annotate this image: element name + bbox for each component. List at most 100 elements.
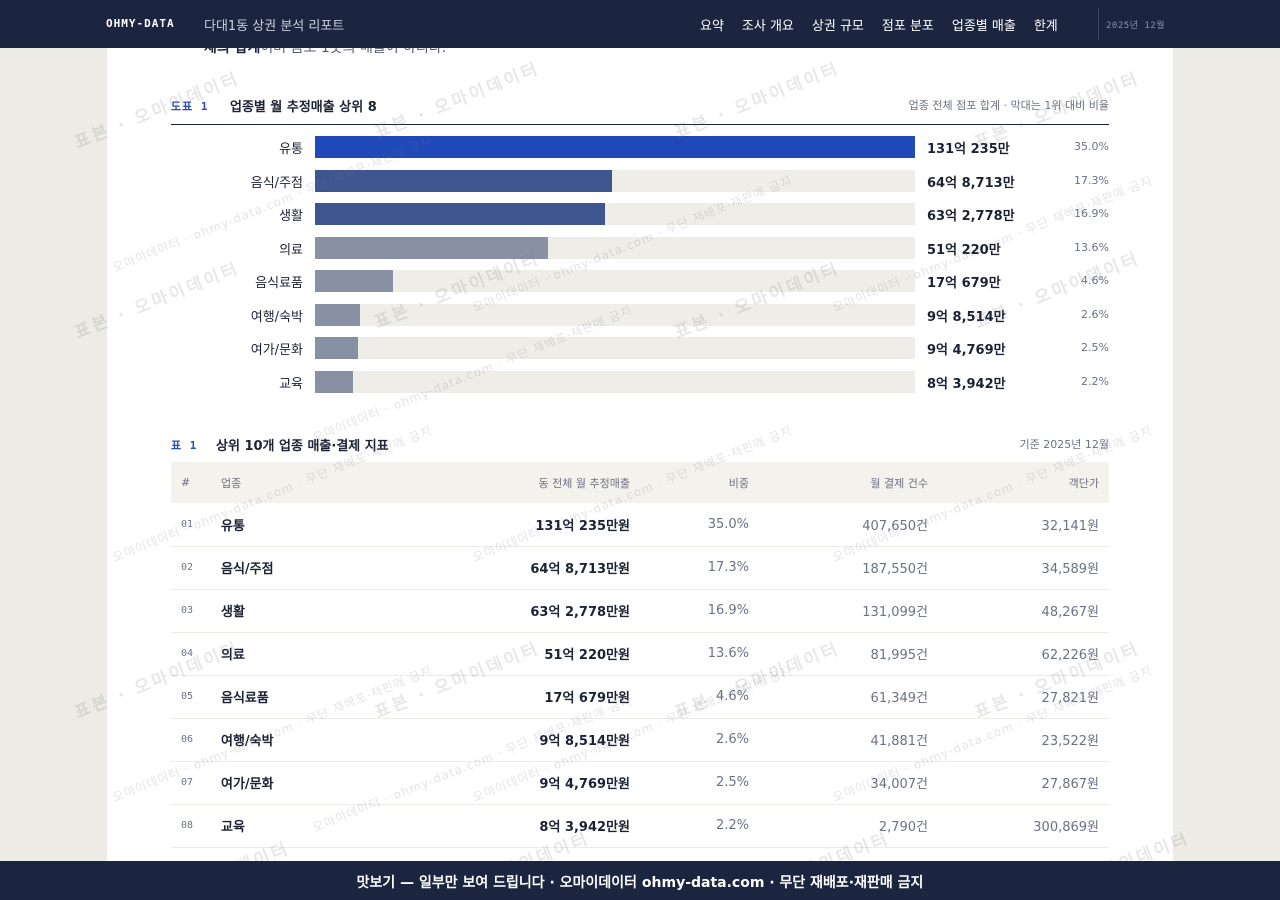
cell-rank: 04 — [171, 632, 211, 676]
bar-value-label: 51억 220만 — [927, 243, 1001, 258]
cell-share: 16.9% — [640, 589, 759, 633]
cell-count: 2,790건 — [759, 804, 938, 848]
table-row: 01 유통 131억 235만원 35.0% 407,650건 32,141원 — [171, 503, 1109, 547]
bar-category-label: 생활 — [279, 209, 303, 224]
bar — [315, 136, 915, 158]
cell-avg: 300,869원 — [938, 804, 1109, 848]
main-nav: 요약 조사 개요 상권 규모 점포 분포 업종별 매출 한계 — [700, 15, 1076, 34]
cell-rank: 05 — [171, 675, 211, 719]
nav-limitations[interactable]: 한계 — [1033, 19, 1058, 34]
cell-rank: 06 — [171, 718, 211, 762]
bar-category-label: 여행/숙박 — [250, 310, 303, 325]
report-page: 체의 합계이며 음모 1곳의 매출이 하리다. 도표 1 업종별 월 추정매출 … — [107, 48, 1173, 861]
bar-category-label: 의료 — [279, 243, 303, 258]
cell-share: 2.5% — [640, 761, 759, 805]
bar-row: 여행/숙박 9억 8,514만 2.6% — [171, 304, 1109, 326]
bar — [315, 237, 548, 259]
cell-share: 2.2% — [640, 804, 759, 848]
nav-store-distribution[interactable]: 점포 분포 — [881, 19, 934, 34]
bar-row: 음식료품 17억 679만 4.6% — [171, 270, 1109, 292]
cell-count: 34,007건 — [759, 761, 938, 805]
bar-value-label: 131억 235만 — [927, 142, 1010, 157]
cell-count: 131,099건 — [759, 589, 938, 633]
bar-category-label: 음식료품 — [255, 276, 303, 291]
col-sales: 동 전체 월 추정매출 — [361, 462, 640, 503]
bar-value-label: 9억 8,514만 — [927, 310, 1006, 325]
intro-bold: 체의 합계 — [204, 48, 261, 56]
bar — [315, 170, 612, 192]
bar-share-label: 2.5% — [1081, 341, 1109, 354]
nav-market-size[interactable]: 상권 규모 — [811, 19, 864, 34]
col-category: 업종 — [211, 462, 361, 503]
bar-share-label: 13.6% — [1074, 241, 1109, 254]
bar-track — [315, 304, 915, 326]
top-bar: OHMY-DATA 다대1동 상권 분석 리포트 요약 조사 개요 상권 규모 … — [0, 0, 1280, 48]
figure-title: 업종별 월 추정매출 상위 8 — [230, 100, 377, 115]
nav-overview[interactable]: 조사 개요 — [741, 19, 794, 34]
bar-share-label: 2.6% — [1081, 308, 1109, 321]
cell-avg: 48,267원 — [938, 589, 1109, 633]
cell-rank: 08 — [171, 804, 211, 848]
bar-share-label: 16.9% — [1074, 207, 1109, 220]
cell-avg: 34,589원 — [938, 546, 1109, 590]
bar-value-label: 63억 2,778만 — [927, 209, 1015, 224]
figure-note: 업종 전체 점포 합계 · 막대는 1위 대비 비율 — [908, 99, 1109, 112]
bar — [315, 337, 358, 359]
bar-share-label: 4.6% — [1081, 274, 1109, 287]
bar — [315, 203, 605, 225]
bar-share-label: 2.2% — [1081, 375, 1109, 388]
cell-category: 여행/숙박 — [211, 718, 361, 762]
cell-share: 35.0% — [640, 503, 759, 547]
bar-share-label: 35.0% — [1074, 140, 1109, 153]
cell-category: 의료 — [211, 632, 361, 676]
cell-category: 유통 — [211, 503, 361, 547]
cell-avg: 23,522원 — [938, 718, 1109, 762]
brand-logo[interactable]: OHMY-DATA — [106, 17, 175, 30]
table-header: 표 1 상위 10개 업종 매출·결제 지표 기준 2025년 12월 — [171, 432, 1109, 463]
intro-rest: 이며 음모 1곳의 매출이 하리다. — [260, 48, 447, 56]
cell-avg: 27,821원 — [938, 675, 1109, 719]
cell-count: 187,550건 — [759, 546, 938, 590]
industry-table: # 업종 동 전체 월 추정매출 비중 월 결제 건수 객단가 01 유통 131억… — [171, 462, 1109, 848]
cell-sales: 63억 2,778만원 — [361, 589, 640, 633]
report-date: 2025년 12월 — [1098, 8, 1165, 40]
bar-track — [315, 270, 915, 292]
nav-summary[interactable]: 요약 — [700, 19, 724, 34]
bar-row: 의료 51억 220만 13.6% — [171, 237, 1109, 259]
cell-avg: 62,226원 — [938, 632, 1109, 676]
bar-row: 여가/문화 9억 4,769만 2.5% — [171, 337, 1109, 359]
bar-row: 생활 63억 2,778만 16.9% — [171, 203, 1109, 225]
bar — [315, 304, 360, 326]
cell-category: 교육 — [211, 804, 361, 848]
cell-rank: 07 — [171, 761, 211, 805]
table-label: 표 1 — [171, 439, 198, 452]
bar-category-label: 교육 — [279, 377, 303, 392]
table-body: 01 유통 131억 235만원 35.0% 407,650건 32,141원 02 음식/주… — [171, 503, 1109, 848]
nav-sales-by-industry[interactable]: 업종별 매출 — [951, 19, 1016, 34]
col-avg-spend: 객단가 — [938, 462, 1109, 503]
cell-share: 17.3% — [640, 546, 759, 590]
table-row: 07 여가/문화 9억 4,769만원 2.5% 34,007건 27,867원 — [171, 761, 1109, 805]
report-title: 다대1동 상권 분석 리포트 — [204, 19, 345, 34]
col-rank: # — [171, 462, 211, 503]
cell-share: 2.6% — [640, 718, 759, 762]
cell-sales: 9억 8,514만원 — [361, 718, 640, 762]
table-header-row: # 업종 동 전체 월 추정매출 비중 월 결제 건수 객단가 — [171, 462, 1109, 503]
bar-value-label: 64억 8,713만 — [927, 176, 1015, 191]
cell-sales: 17억 679만원 — [361, 675, 640, 719]
table-row: 05 음식료품 17억 679만원 4.6% 61,349건 27,821원 — [171, 675, 1109, 719]
cell-category: 음식/주점 — [211, 546, 361, 590]
cell-avg: 32,141원 — [938, 503, 1109, 547]
col-count: 월 결제 건수 — [759, 462, 938, 503]
bar-category-label: 유통 — [279, 142, 303, 157]
cell-sales: 9억 4,769만원 — [361, 761, 640, 805]
preview-banner: 맛보기 — 일부만 보여 드립니다 · 오마이데이터 ohmy-data.com… — [0, 861, 1280, 900]
cell-avg: 27,867원 — [938, 761, 1109, 805]
bar-track — [315, 136, 915, 158]
table-row: 06 여행/숙박 9억 8,514만원 2.6% 41,881건 23,522원 — [171, 718, 1109, 762]
bar-value-label: 8억 3,942만 — [927, 377, 1006, 392]
cell-count: 81,995건 — [759, 632, 938, 676]
bar-track — [315, 203, 915, 225]
bar-track — [315, 237, 915, 259]
cell-category: 여가/문화 — [211, 761, 361, 805]
